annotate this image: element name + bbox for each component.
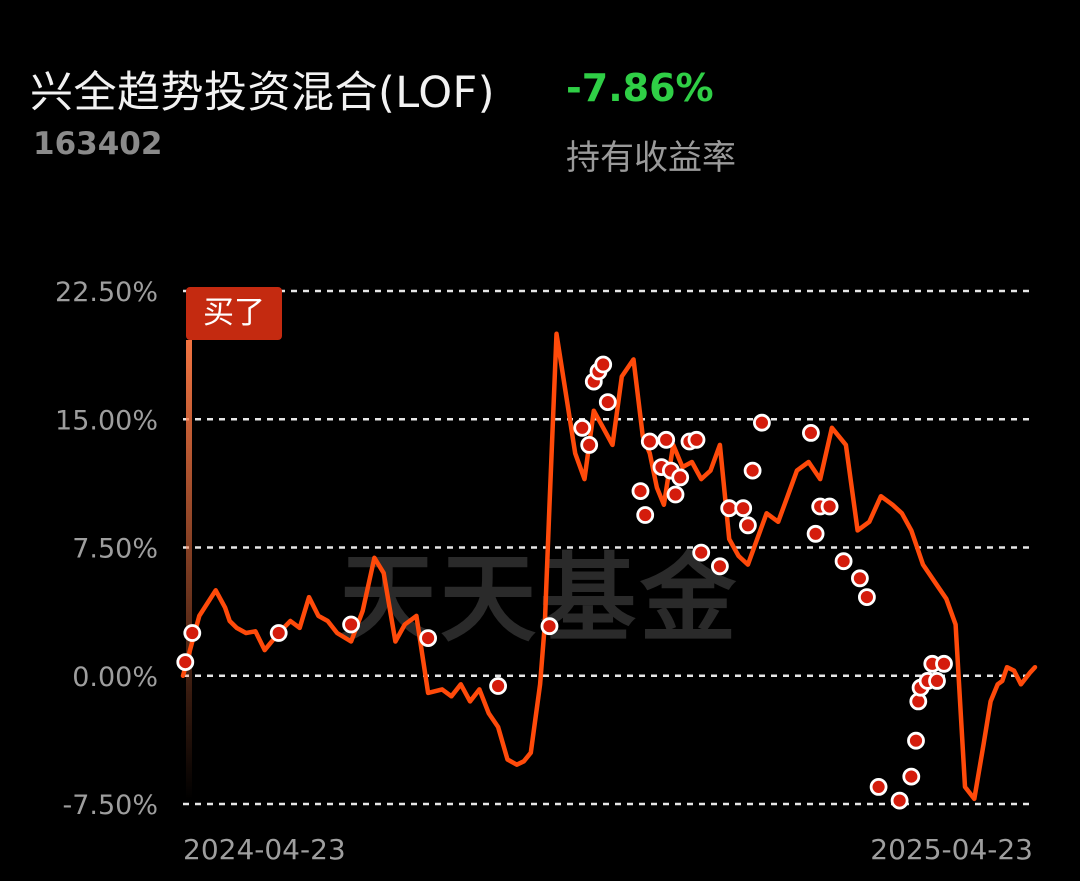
trade-marker[interactable] <box>419 629 438 647</box>
x-tick-label: 2024-04-23 <box>183 833 346 866</box>
trade-marker[interactable] <box>594 355 613 374</box>
trade-marker[interactable] <box>176 653 195 671</box>
trade-marker[interactable] <box>342 615 361 634</box>
buy-badge[interactable]: 买了 <box>186 287 282 340</box>
trade-marker[interactable] <box>869 778 888 796</box>
trade-marker[interactable] <box>183 624 202 642</box>
trade-marker[interactable] <box>858 588 876 606</box>
trade-marker[interactable] <box>890 791 909 810</box>
trade-marker[interactable] <box>540 617 559 636</box>
return-series-line <box>180 331 1038 802</box>
trade-marker[interactable] <box>928 672 946 690</box>
trade-marker[interactable] <box>671 468 690 487</box>
trade-marker[interactable] <box>802 423 820 442</box>
trade-marker[interactable] <box>269 624 288 642</box>
fund-name: 兴全趋势投资混合(LOF) <box>30 68 496 118</box>
trade-marker[interactable] <box>640 432 659 451</box>
trade-marker[interactable] <box>489 677 508 695</box>
y-tick-label: -7.50% <box>62 790 158 821</box>
y-tick-label: 0.00% <box>72 662 158 693</box>
y-tick-label: 15.00% <box>55 405 158 436</box>
watermark-text: 天天基金 <box>340 543 740 655</box>
trade-marker[interactable] <box>598 393 617 412</box>
trade-marker[interactable] <box>753 413 771 432</box>
y-tick-label: 22.50% <box>55 277 158 308</box>
trade-marker[interactable] <box>739 516 757 535</box>
trade-marker[interactable] <box>834 552 853 571</box>
trade-marker[interactable] <box>711 557 729 576</box>
trade-marker[interactable] <box>692 543 711 562</box>
trade-marker[interactable] <box>935 654 953 673</box>
trade-marker[interactable] <box>631 482 650 501</box>
trade-marker[interactable] <box>573 418 592 437</box>
trade-marker[interactable] <box>806 524 825 543</box>
trade-marker[interactable] <box>636 506 655 524</box>
trade-marker[interactable] <box>657 430 676 449</box>
fund-code: 163402 <box>33 126 163 162</box>
x-tick-label: 2025-04-23 <box>870 833 1033 866</box>
trade-marker[interactable] <box>580 435 599 454</box>
buy-date-indicator <box>186 340 192 800</box>
trade-marker[interactable] <box>851 569 869 588</box>
trade-marker[interactable] <box>820 497 839 516</box>
trade-marker[interactable] <box>666 485 685 504</box>
trade-marker[interactable] <box>734 499 753 518</box>
trade-marker[interactable] <box>687 430 706 449</box>
y-tick-label: 7.50% <box>72 534 158 565</box>
trade-marker[interactable] <box>907 731 925 750</box>
holding-return-label: 持有收益率 <box>566 138 736 178</box>
trade-marker[interactable] <box>902 767 921 786</box>
trade-marker[interactable] <box>743 461 762 480</box>
holding-return-value: -7.86% <box>566 66 714 110</box>
